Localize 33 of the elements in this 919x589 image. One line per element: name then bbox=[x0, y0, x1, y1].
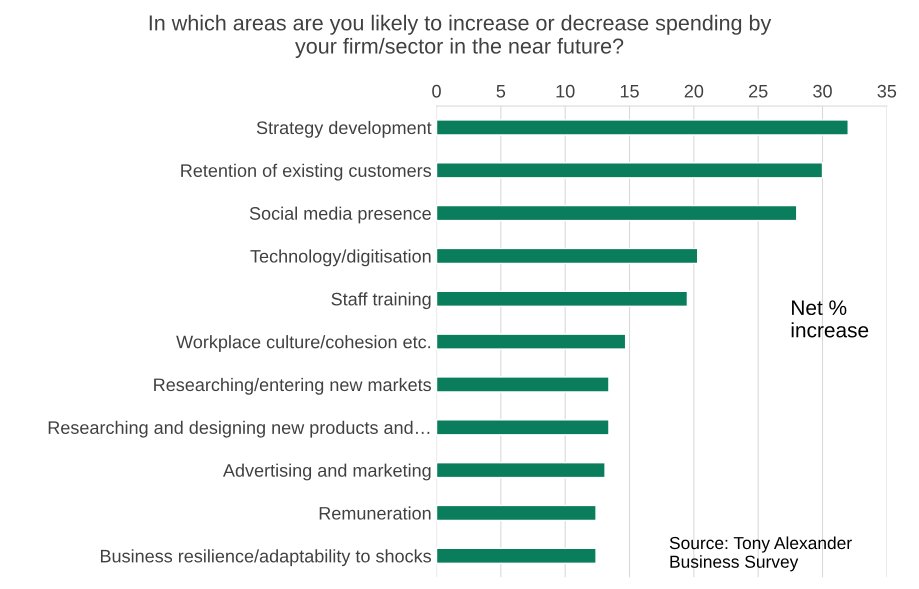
y-tick-label: Strategy development bbox=[256, 120, 432, 138]
bar bbox=[436, 333, 626, 350]
annotation: Source: Tony Alexander Business Survey bbox=[670, 536, 852, 572]
x-tick-label: 30 bbox=[813, 84, 832, 98]
bar bbox=[436, 376, 610, 393]
bar bbox=[436, 462, 606, 478]
y-tick-label: Retention of existing customers bbox=[181, 164, 432, 181]
x-tick-label: 25 bbox=[749, 84, 768, 98]
x-tick-label: 5 bbox=[496, 84, 506, 98]
bar bbox=[436, 204, 798, 222]
y-tick-label: Advertising and marketing bbox=[222, 464, 431, 480]
annotation: Net % increase bbox=[792, 300, 868, 338]
bar bbox=[436, 248, 698, 264]
y-tick-label: Social media presence bbox=[250, 206, 431, 224]
y-tick-label: Researching/entering new markets bbox=[154, 378, 432, 395]
x-tick-label: 20 bbox=[684, 84, 704, 98]
y-tick-label: Business resilience/adaptability to shocks bbox=[100, 549, 432, 566]
chart-title: In which areas are you likely to increase or decrease spending by your firm/sector in the near future? bbox=[150, 14, 772, 58]
x-tick-label: 15 bbox=[620, 84, 639, 98]
x-tick-label: 10 bbox=[556, 84, 575, 98]
x-tick-label: 35 bbox=[877, 84, 896, 98]
bar bbox=[436, 548, 597, 564]
y-tick-label: Remuneration bbox=[320, 506, 430, 520]
y-tick-label: Workplace culture/cohesion etc. bbox=[176, 335, 430, 352]
y-tick-label: Researching and designing new products and… bbox=[48, 420, 430, 438]
bar bbox=[436, 162, 824, 178]
y-tick-label: Staff training bbox=[331, 292, 431, 310]
y-tick-label: Technology/digitisation bbox=[250, 249, 431, 266]
bar bbox=[436, 119, 849, 136]
bar bbox=[436, 290, 688, 307]
bar bbox=[436, 419, 610, 436]
bar bbox=[436, 504, 597, 522]
x-tick-label: 0 bbox=[432, 84, 441, 98]
